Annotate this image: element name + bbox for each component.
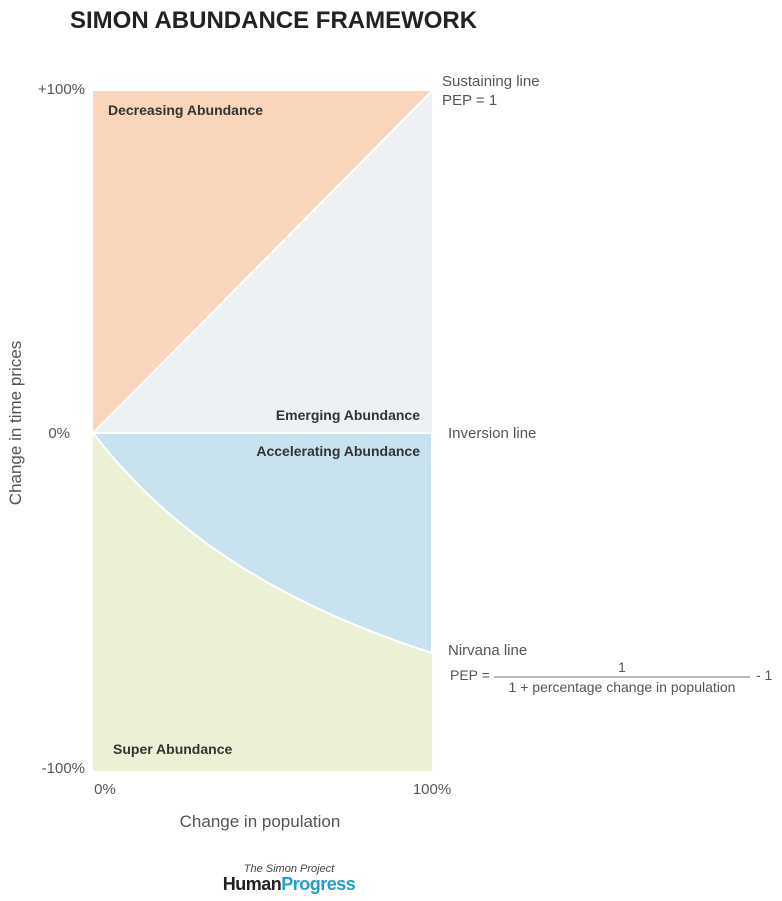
region-label: Super Abundance bbox=[113, 741, 232, 757]
super-region bbox=[93, 433, 432, 771]
line-label: Inversion line bbox=[448, 425, 536, 442]
formula-lhs: PEP = bbox=[450, 667, 490, 683]
x-axis-label: Change in population bbox=[180, 812, 341, 831]
x-tick-label: 100% bbox=[413, 781, 451, 798]
y-tick-label: +100% bbox=[38, 81, 85, 98]
region-label: Decreasing Abundance bbox=[108, 102, 263, 118]
line-label: Nirvana line bbox=[448, 642, 527, 659]
y-tick-label: -100% bbox=[42, 760, 85, 777]
brand-part: Progress bbox=[281, 874, 356, 894]
formula-denominator: 1 + percentage change in population bbox=[509, 679, 736, 695]
footer-project: The Simon Project bbox=[244, 863, 335, 875]
y-axis-label: Change in time prices bbox=[6, 341, 25, 505]
brand-part: Human bbox=[223, 874, 282, 894]
region-label: Accelerating Abundance bbox=[256, 443, 420, 459]
line-label: PEP = 1 bbox=[442, 92, 497, 109]
sustaining-line bbox=[92, 90, 433, 434]
formula-tail: - 1 bbox=[756, 667, 773, 683]
footer-brand: HumanProgress bbox=[223, 874, 356, 894]
y-tick-label: 0% bbox=[48, 425, 70, 442]
title: SIMON ABUNDANCE FRAMEWORK bbox=[70, 7, 478, 34]
x-tick-label: 0% bbox=[94, 781, 116, 798]
formula-numerator: 1 bbox=[618, 659, 626, 675]
accelerating-region bbox=[90, 432, 433, 655]
line-label: Sustaining line bbox=[442, 73, 540, 90]
region-label: Emerging Abundance bbox=[276, 407, 420, 423]
